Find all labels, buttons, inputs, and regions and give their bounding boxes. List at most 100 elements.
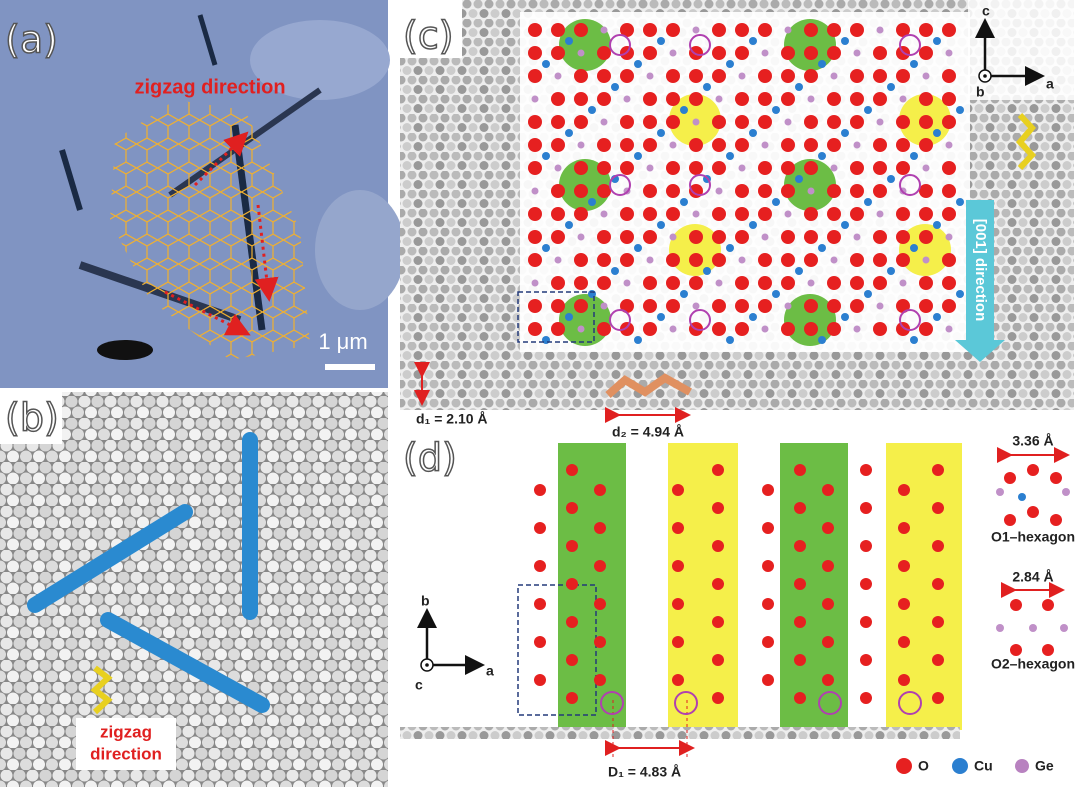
atom-o	[735, 184, 749, 198]
atom-ge	[922, 72, 930, 80]
atom-cu	[703, 83, 711, 91]
atom-cu	[887, 83, 895, 91]
atom-o	[896, 115, 910, 129]
atom-o	[1010, 599, 1022, 611]
atom-o	[712, 230, 726, 244]
hexagon-width: 3.36 Å	[1012, 433, 1053, 449]
atom-o	[781, 253, 795, 267]
atom-o	[712, 464, 724, 476]
atom-cu	[542, 336, 550, 344]
atom-o	[898, 636, 910, 648]
atom-ge	[1060, 624, 1068, 632]
site-ring	[609, 309, 631, 331]
atom-o	[574, 184, 588, 198]
atom-o	[762, 560, 774, 572]
atom-o	[712, 299, 726, 313]
atom-o	[919, 276, 933, 290]
axis-label: b	[976, 84, 985, 100]
atom-o	[827, 230, 841, 244]
atom-ge	[692, 26, 700, 34]
atom-o	[551, 184, 565, 198]
atom-ge	[853, 325, 861, 333]
atom-ge	[996, 624, 1004, 632]
hexagon-name: O2–hexagon	[991, 656, 1075, 672]
atom-ge	[876, 210, 884, 218]
atom-cu	[933, 37, 941, 45]
distance-label: d₁ = 2.10 Å	[416, 411, 488, 427]
atom-o	[919, 23, 933, 37]
atom-o	[666, 276, 680, 290]
atom-cu	[841, 37, 849, 45]
atom-o	[942, 69, 956, 83]
atom-o	[597, 138, 611, 152]
atom-o	[781, 161, 795, 175]
atom-o	[735, 92, 749, 106]
atom-o	[551, 276, 565, 290]
atom-ge	[531, 187, 539, 195]
atom-o	[712, 616, 724, 628]
atom-o	[712, 322, 726, 336]
atom-o	[850, 115, 864, 129]
atom-o	[804, 23, 818, 37]
atom-o	[781, 230, 795, 244]
atom-o	[528, 69, 542, 83]
panel-label: (b)	[5, 396, 59, 440]
atom-o	[781, 138, 795, 152]
atom-ge	[876, 118, 884, 126]
atom-cu	[933, 313, 941, 321]
atom-o	[594, 560, 606, 572]
site-disc	[559, 294, 611, 346]
atom-o	[758, 184, 772, 198]
distance-label: d₂ = 4.94 Å	[612, 424, 684, 440]
atom-ge	[577, 49, 585, 57]
atom-o	[620, 299, 634, 313]
atom-o	[689, 276, 703, 290]
atom-cu	[565, 37, 573, 45]
atom-o	[758, 115, 772, 129]
atom-o	[1027, 464, 1039, 476]
atom-o	[794, 616, 806, 628]
atom-o	[804, 115, 818, 129]
atom-o	[528, 23, 542, 37]
atom-o	[1004, 472, 1016, 484]
atom-cu	[910, 60, 918, 68]
hexagon-name: O1–hexagon	[991, 529, 1075, 545]
atom-o	[735, 299, 749, 313]
atom-o	[873, 253, 887, 267]
atom-o	[735, 115, 749, 129]
atom-cu	[657, 313, 665, 321]
atom-o	[850, 161, 864, 175]
atom-ge	[738, 72, 746, 80]
atom-o	[919, 46, 933, 60]
distance-label: D₁ = 4.83 Å	[608, 764, 681, 780]
atom-cu	[588, 290, 596, 298]
atom-o	[643, 115, 657, 129]
atom-ge	[761, 325, 769, 333]
atom-o	[781, 322, 795, 336]
atom-o	[672, 560, 684, 572]
atom-o	[594, 522, 606, 534]
atom-o	[735, 23, 749, 37]
atom-ge	[669, 141, 677, 149]
atom-o	[942, 207, 956, 221]
atom-cu	[542, 244, 550, 252]
atom-ge	[784, 118, 792, 126]
atom-cu	[542, 60, 550, 68]
atom-o	[827, 23, 841, 37]
atom-cu	[749, 221, 757, 229]
atom-o	[794, 464, 806, 476]
atom-o	[762, 674, 774, 686]
atom-o	[919, 92, 933, 106]
atom-o	[860, 502, 872, 514]
atom-cu	[795, 175, 803, 183]
atom-o	[712, 161, 726, 175]
panel-c: (c) c b a [001] direction d₁ = 2.10 Å d₂…	[400, 0, 1074, 440]
atom-ge	[577, 325, 585, 333]
atom-ge	[945, 233, 953, 241]
site-disc	[559, 19, 611, 71]
atom-o	[534, 522, 546, 534]
atom-ge	[715, 279, 723, 287]
atom-o	[827, 46, 841, 60]
atom-cu	[634, 336, 642, 344]
atom-o	[781, 46, 795, 60]
